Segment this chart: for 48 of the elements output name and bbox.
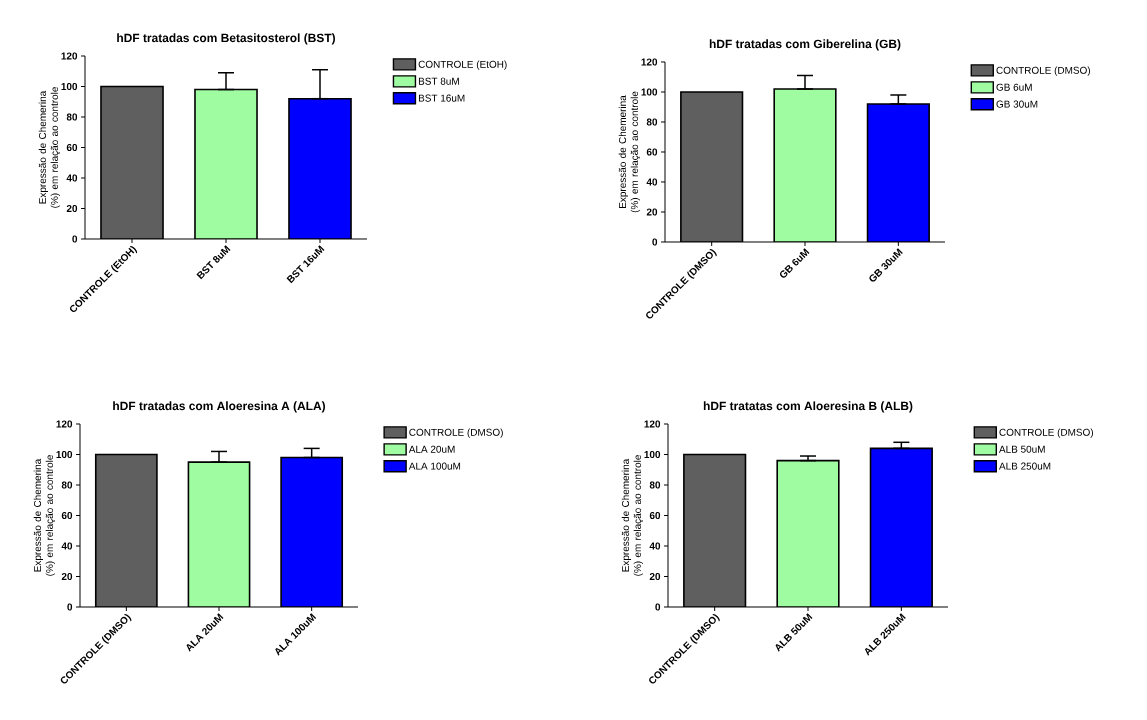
legend-label: CONTROLE (DMSO) — [409, 428, 503, 438]
chart-title: hDF tratadas com Giberelina (GB) — [709, 39, 901, 51]
y-axis-title: Expressão de Chemerina (%) em relação ao controle — [38, 87, 61, 208]
legend-label: ALB 50uM — [999, 445, 1045, 453]
y-tick-label: 20 — [66, 204, 78, 213]
y-tick-label: 100 — [641, 88, 658, 96]
chart-title: hDF tratadas com Betasitosterol (BST) — [117, 33, 335, 45]
y-axis-title: Expressão de Chemerina (%) em relação ao controle — [621, 455, 644, 576]
y-tick-label: 0 — [655, 603, 661, 611]
legend-label: ALA 20uM — [408, 445, 455, 453]
y-tick-label: 60 — [66, 143, 78, 152]
y-tick-label: 100 — [61, 82, 78, 91]
y-tick-label: 0 — [72, 235, 78, 243]
legend-label: BST 16uM — [418, 94, 465, 102]
legend-label: ALB 250uM — [999, 462, 1051, 470]
chart-title: hDF tratadas com Aloeresina A (ALA) — [113, 401, 326, 413]
chart-title: hDF tratatas com Aloeresina B (ALB) — [703, 401, 913, 413]
y-tick-label: 40 — [66, 174, 78, 182]
y-tick-label: 100 — [56, 450, 73, 459]
y-tick-label: 120 — [644, 420, 661, 428]
legend-label: GB 30uM — [996, 100, 1038, 108]
y-tick-label: 20 — [646, 208, 658, 216]
y-tick-label: 0 — [67, 603, 73, 611]
y-tick-label: 80 — [66, 113, 78, 121]
y-axis-title: Expressão de Chemerina (%) em relação ao controle — [33, 455, 56, 576]
legend-label: BST 8uM — [418, 77, 459, 85]
y-tick-label: 20 — [61, 572, 73, 581]
y-tick-label: 40 — [646, 178, 658, 186]
legend-label: GB 6uM — [996, 83, 1032, 91]
y-tick-label: 120 — [56, 420, 73, 428]
y-tick-label: 60 — [649, 511, 661, 520]
y-tick-label: 60 — [61, 511, 73, 520]
y-tick-label: 80 — [646, 118, 658, 126]
y-tick-label: 80 — [61, 481, 73, 489]
legend-label: CONTROLE (EtOH) — [418, 60, 507, 70]
y-tick-label: 40 — [649, 542, 661, 550]
legend-label: ALA 100uM — [408, 462, 461, 470]
y-tick-label: 120 — [641, 58, 658, 66]
y-axis-title: Expressão de Chemerina (%) em relação ao controle — [618, 91, 641, 213]
y-tick-label: 40 — [61, 542, 73, 550]
legend-label: CONTROLE (DMSO) — [996, 66, 1091, 76]
y-tick-label: 80 — [649, 481, 661, 489]
y-tick-label: 60 — [646, 148, 658, 156]
legend-label: CONTROLE (DMSO) — [999, 428, 1094, 438]
y-tick-label: 0 — [652, 238, 658, 246]
y-tick-label: 120 — [61, 52, 78, 60]
y-tick-label: 20 — [649, 572, 661, 581]
y-tick-label: 100 — [644, 450, 661, 459]
